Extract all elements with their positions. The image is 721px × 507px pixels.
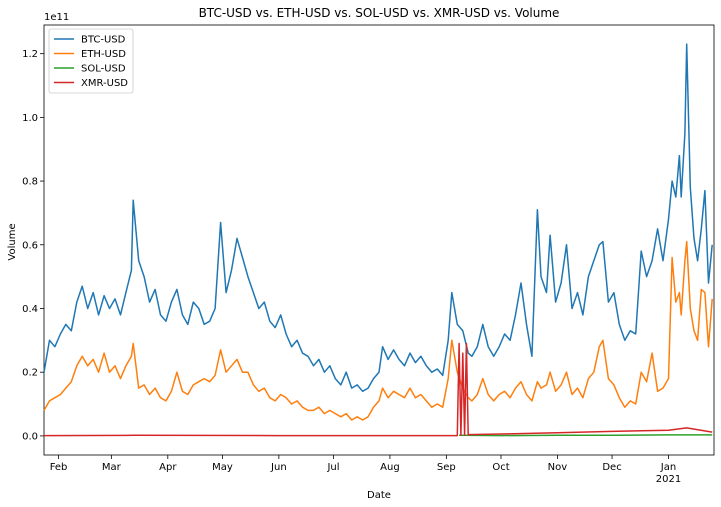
x-tick-label: Mar	[102, 462, 122, 473]
x-tick-label: Dec	[602, 462, 621, 473]
series-layer	[43, 43, 713, 437]
plot-frame	[43, 24, 715, 456]
series-line-xmr-usd	[43, 342, 713, 437]
y-tick-label: 1.2	[22, 49, 38, 60]
plot-area	[43, 24, 715, 456]
legend-label: BTC-USD	[81, 35, 126, 46]
legend-label: SOL-USD	[81, 64, 126, 75]
legend-box	[48, 28, 134, 94]
x-axis-label: Date	[367, 490, 391, 501]
x-tick-label: Jun	[270, 462, 287, 473]
x-tick-label: Nov	[548, 462, 568, 473]
y-tick-label: 0.6	[22, 240, 38, 251]
chart-title: BTC-USD vs. ETH-USD vs. SOL-USD vs. XMR-…	[199, 6, 560, 20]
legend: BTC-USD ETH-USD SOL-USD XMR-USD	[48, 28, 134, 94]
y-axis: 0.0 0.2 0.4 0.6 0.8 1.0 1.2	[22, 49, 44, 442]
series-line-btc-usd	[43, 43, 713, 393]
x-tick-label: May	[212, 462, 233, 473]
x-tick-label: Apr	[159, 462, 177, 473]
y-scale-label: 1e11	[44, 12, 69, 23]
y-tick-label: 1.0	[22, 113, 38, 124]
x-tick-label: Jul	[326, 462, 339, 473]
y-tick-label: 0.8	[22, 177, 38, 188]
x-tick-label: Sep	[437, 462, 456, 473]
series-line-sol-usd	[459, 434, 713, 437]
y-axis-label: Volume	[7, 223, 18, 260]
x-tick-label: Feb	[50, 462, 68, 473]
x-year-label: 2021	[656, 474, 681, 485]
x-tick-label: Oct	[492, 462, 509, 473]
legend-label: XMR-USD	[81, 78, 128, 89]
y-tick-label: 0.4	[22, 304, 38, 315]
y-tick-label: 0.2	[22, 368, 38, 379]
y-tick-label: 0.0	[22, 431, 38, 442]
legend-label: ETH-USD	[81, 49, 126, 60]
series-line-eth-usd	[43, 240, 713, 421]
x-tick-label: Jan	[660, 462, 676, 473]
x-tick-label: Aug	[380, 462, 400, 473]
